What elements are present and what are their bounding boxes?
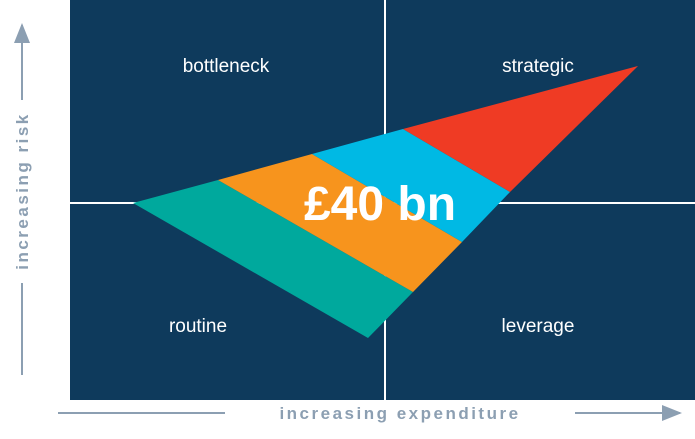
x-axis-label: increasing expenditure	[279, 404, 520, 423]
y-axis-label: increasing risk	[13, 112, 32, 270]
band-cyan	[312, 129, 510, 242]
band-red	[403, 66, 638, 192]
band-teal	[133, 180, 413, 338]
band-orange	[218, 154, 462, 292]
quadrant-label: strategic	[502, 56, 574, 77]
center-label: £40 bn	[304, 178, 456, 231]
quadrant-label: bottleneck	[183, 56, 270, 77]
quadrant-label: routine	[169, 316, 227, 337]
quadrant-label: leverage	[502, 316, 575, 337]
